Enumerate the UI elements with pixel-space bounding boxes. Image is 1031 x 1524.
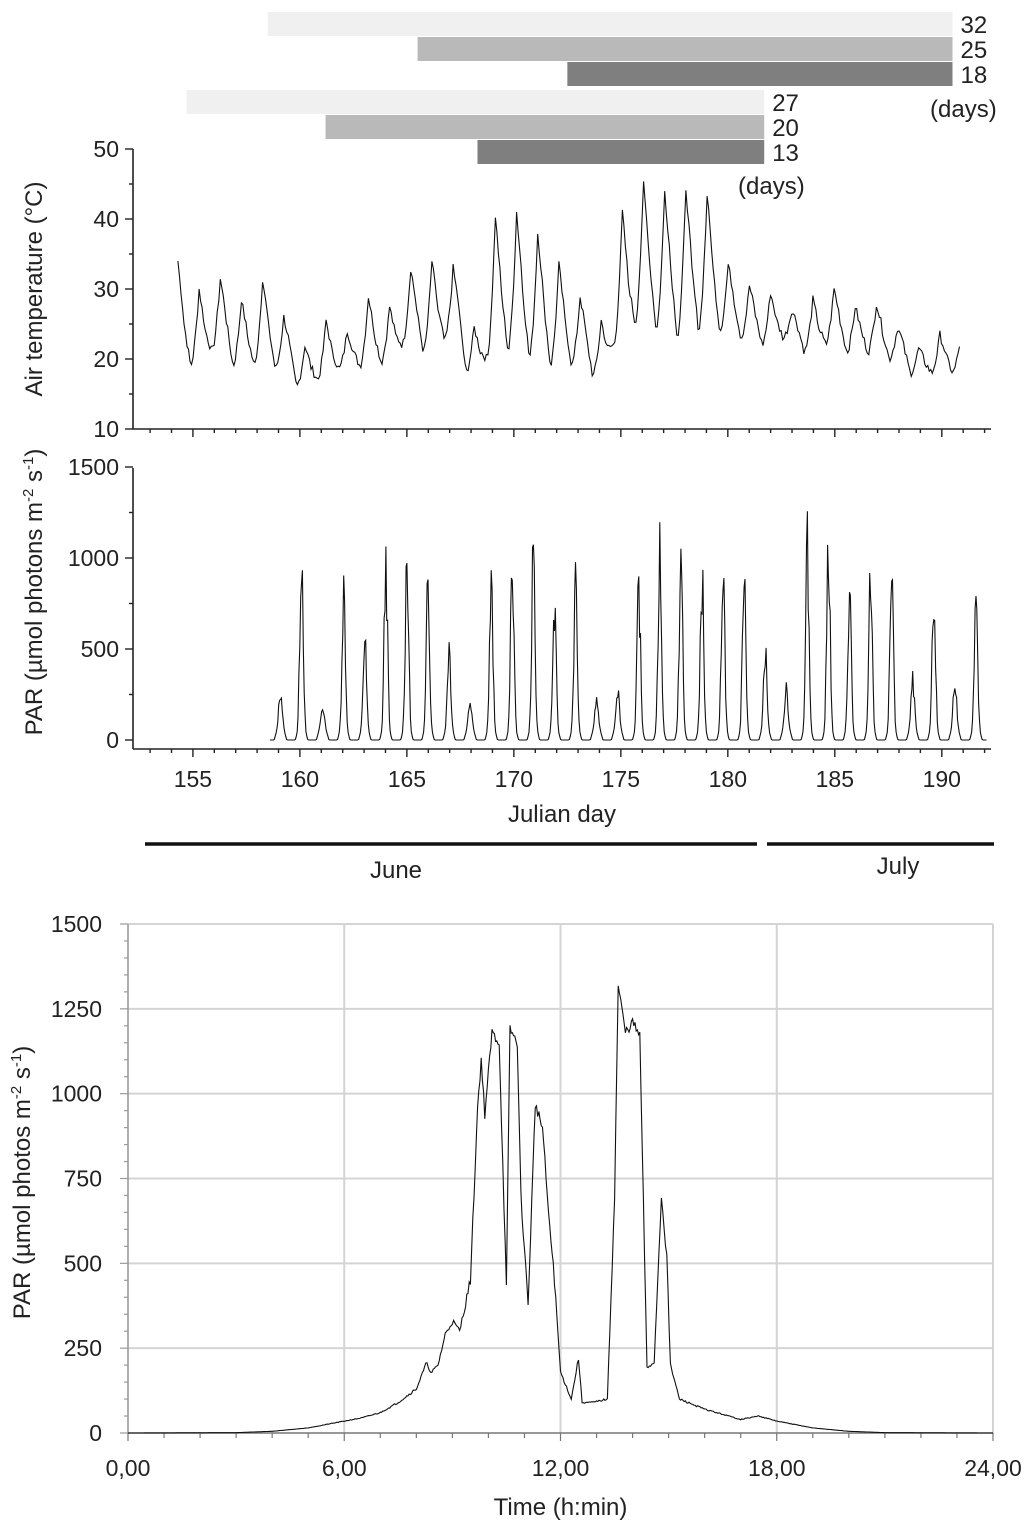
y-tick-label: 10 bbox=[93, 416, 119, 442]
x-tick-label: 160 bbox=[281, 766, 319, 792]
y-axis-label: PAR (µmol photons m-2 s-1) bbox=[20, 449, 48, 736]
y-tick-label: 30 bbox=[93, 276, 119, 302]
duration-label-32: 32 bbox=[960, 12, 987, 39]
duration-bar-27 bbox=[186, 90, 765, 114]
duration-label-20: 20 bbox=[772, 115, 799, 142]
duration-label-18: 18 bbox=[960, 62, 987, 89]
x-tick-label: 18,00 bbox=[748, 1455, 806, 1481]
y-tick-label: 1500 bbox=[51, 911, 102, 937]
y-tick-label: 500 bbox=[81, 636, 119, 662]
x-tick-label: 185 bbox=[816, 766, 854, 792]
y-tick-label: 20 bbox=[93, 346, 119, 372]
month-label-july: July bbox=[877, 853, 920, 880]
temperature-series-line bbox=[177, 181, 961, 386]
duration-bar-13 bbox=[477, 140, 765, 164]
x-tick-label: 175 bbox=[602, 766, 640, 792]
par-julian-day-chart: 0 500 1000 1500 155 160 165 170 175 180 185 190 Juli… bbox=[20, 449, 991, 828]
y-tick-label: 750 bbox=[64, 1166, 102, 1192]
par-daily-chart: 0 250 500 750 1000 1250 1500 0,00 6,00 12,00 18,00… bbox=[8, 911, 1022, 1521]
y-tick-label: 0 bbox=[106, 727, 119, 753]
duration-label-27: 27 bbox=[772, 90, 799, 117]
x-tick-label: 12,00 bbox=[532, 1455, 590, 1481]
x-tick-label: 24,00 bbox=[964, 1455, 1022, 1481]
y-axis-label: Air temperature (°C) bbox=[21, 182, 48, 397]
y-axis-label: PAR (µmol photos m-2 s-1) bbox=[8, 1046, 36, 1319]
days-unit-label: (days) bbox=[930, 96, 997, 123]
x-axis-label: Julian day bbox=[508, 801, 616, 828]
x-tick-label: 170 bbox=[495, 766, 533, 792]
y-tick-label: 1000 bbox=[68, 545, 119, 571]
par-daily-series-line bbox=[128, 985, 993, 1434]
y-tick-label: 40 bbox=[93, 206, 119, 232]
y-tick-label: 0 bbox=[89, 1420, 102, 1446]
x-tick-label: 165 bbox=[388, 766, 426, 792]
x-axis-label: Time (h:min) bbox=[494, 1494, 628, 1521]
y-tick-label: 1500 bbox=[68, 454, 119, 480]
x-tick-label: 190 bbox=[923, 766, 961, 792]
duration-bar-32 bbox=[267, 12, 953, 36]
x-tick-label: 155 bbox=[174, 766, 212, 792]
y-tick-label: 50 bbox=[93, 136, 119, 162]
duration-label-13: 13 bbox=[772, 140, 799, 167]
par-series-line bbox=[269, 511, 987, 741]
y-tick-label: 500 bbox=[64, 1250, 102, 1276]
x-tick-label: 0,00 bbox=[106, 1455, 151, 1481]
y-tick-label: 250 bbox=[64, 1335, 102, 1361]
duration-bar-20 bbox=[325, 115, 765, 139]
duration-bar-18 bbox=[567, 62, 953, 86]
month-label-june: June bbox=[370, 857, 422, 884]
y-tick-label: 1250 bbox=[51, 996, 102, 1022]
duration-bar-25 bbox=[417, 37, 953, 61]
y-tick-label: 1000 bbox=[51, 1081, 102, 1107]
duration-label-25: 25 bbox=[960, 37, 987, 64]
days-unit-label: (days) bbox=[738, 173, 805, 200]
x-tick-label: 6,00 bbox=[322, 1455, 367, 1481]
month-bars: June July bbox=[145, 842, 994, 884]
air-temperature-chart: 10 20 30 40 50 Air temperature (°C) bbox=[21, 136, 991, 442]
x-tick-label: 180 bbox=[709, 766, 747, 792]
